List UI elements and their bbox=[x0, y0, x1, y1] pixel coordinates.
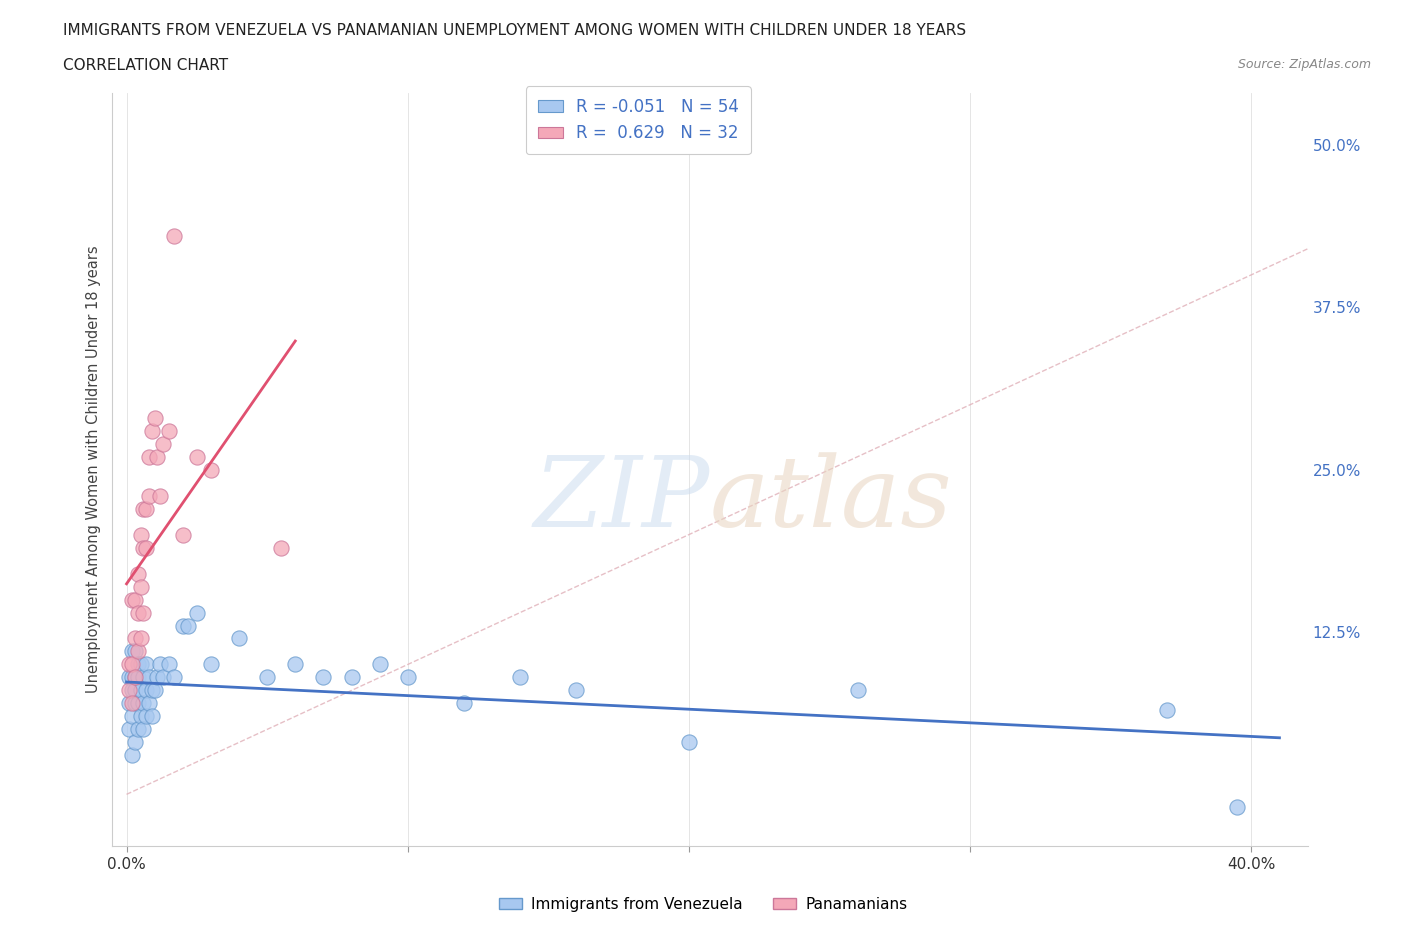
Point bbox=[200, 657, 222, 671]
Text: CORRELATION CHART: CORRELATION CHART bbox=[63, 58, 228, 73]
Point bbox=[132, 605, 155, 620]
Point bbox=[1156, 702, 1178, 717]
Point bbox=[340, 670, 363, 684]
Point bbox=[121, 748, 143, 763]
Point bbox=[118, 683, 141, 698]
Y-axis label: Unemployment Among Women with Children Under 18 years: Unemployment Among Women with Children U… bbox=[86, 246, 101, 694]
Point bbox=[121, 696, 143, 711]
Point bbox=[124, 644, 146, 659]
Point bbox=[149, 657, 172, 671]
Point bbox=[172, 527, 194, 542]
Point bbox=[368, 657, 391, 671]
Text: atlas: atlas bbox=[710, 452, 953, 548]
Point bbox=[121, 683, 143, 698]
Point bbox=[124, 631, 146, 646]
Point bbox=[138, 449, 160, 464]
Point bbox=[127, 605, 149, 620]
Point bbox=[127, 670, 149, 684]
Point bbox=[124, 735, 146, 750]
Point bbox=[141, 683, 163, 698]
Point bbox=[121, 670, 143, 684]
Point bbox=[146, 670, 169, 684]
Point bbox=[138, 488, 160, 503]
Legend: Immigrants from Venezuela, Panamanians: Immigrants from Venezuela, Panamanians bbox=[492, 891, 914, 918]
Point bbox=[118, 696, 141, 711]
Point bbox=[121, 644, 143, 659]
Point bbox=[118, 657, 141, 671]
Point bbox=[135, 683, 157, 698]
Point bbox=[678, 735, 700, 750]
Point bbox=[1226, 800, 1249, 815]
Point bbox=[127, 696, 149, 711]
Point bbox=[135, 709, 157, 724]
Point bbox=[124, 683, 146, 698]
Point bbox=[163, 670, 186, 684]
Point bbox=[132, 540, 155, 555]
Legend: R = -0.051   N = 54, R =  0.629   N = 32: R = -0.051 N = 54, R = 0.629 N = 32 bbox=[526, 86, 751, 154]
Point bbox=[152, 436, 174, 451]
Point bbox=[509, 670, 531, 684]
Point bbox=[129, 527, 152, 542]
Point bbox=[138, 670, 160, 684]
Point bbox=[143, 410, 166, 425]
Point bbox=[127, 566, 149, 581]
Point bbox=[135, 501, 157, 516]
Point bbox=[143, 683, 166, 698]
Point bbox=[565, 683, 588, 698]
Text: ZIP: ZIP bbox=[534, 452, 710, 548]
Point bbox=[124, 592, 146, 607]
Point bbox=[146, 449, 169, 464]
Point bbox=[172, 618, 194, 633]
Point bbox=[129, 579, 152, 594]
Point bbox=[149, 488, 172, 503]
Point bbox=[228, 631, 250, 646]
Point bbox=[453, 696, 475, 711]
Point bbox=[132, 501, 155, 516]
Point bbox=[135, 540, 157, 555]
Point bbox=[284, 657, 307, 671]
Point bbox=[132, 696, 155, 711]
Point bbox=[177, 618, 200, 633]
Point bbox=[121, 592, 143, 607]
Point bbox=[129, 709, 152, 724]
Point bbox=[396, 670, 419, 684]
Point bbox=[121, 709, 143, 724]
Text: IMMIGRANTS FROM VENEZUELA VS PANAMANIAN UNEMPLOYMENT AMONG WOMEN WITH CHILDREN U: IMMIGRANTS FROM VENEZUELA VS PANAMANIAN … bbox=[63, 23, 966, 38]
Point bbox=[157, 657, 180, 671]
Point bbox=[132, 670, 155, 684]
Point bbox=[129, 683, 152, 698]
Point bbox=[127, 722, 149, 737]
Point bbox=[141, 423, 163, 438]
Point bbox=[157, 423, 180, 438]
Point bbox=[129, 657, 152, 671]
Point bbox=[135, 657, 157, 671]
Point bbox=[846, 683, 869, 698]
Point bbox=[163, 229, 186, 244]
Point bbox=[312, 670, 335, 684]
Point bbox=[270, 540, 292, 555]
Text: Source: ZipAtlas.com: Source: ZipAtlas.com bbox=[1237, 58, 1371, 71]
Point bbox=[138, 696, 160, 711]
Point bbox=[132, 722, 155, 737]
Point bbox=[127, 644, 149, 659]
Point bbox=[121, 657, 143, 671]
Point bbox=[124, 670, 146, 684]
Point bbox=[256, 670, 278, 684]
Point bbox=[124, 696, 146, 711]
Point bbox=[118, 722, 141, 737]
Point bbox=[152, 670, 174, 684]
Point bbox=[124, 670, 146, 684]
Point bbox=[118, 670, 141, 684]
Point bbox=[129, 631, 152, 646]
Point bbox=[141, 709, 163, 724]
Point bbox=[186, 605, 208, 620]
Point bbox=[127, 657, 149, 671]
Point bbox=[200, 462, 222, 477]
Point bbox=[186, 449, 208, 464]
